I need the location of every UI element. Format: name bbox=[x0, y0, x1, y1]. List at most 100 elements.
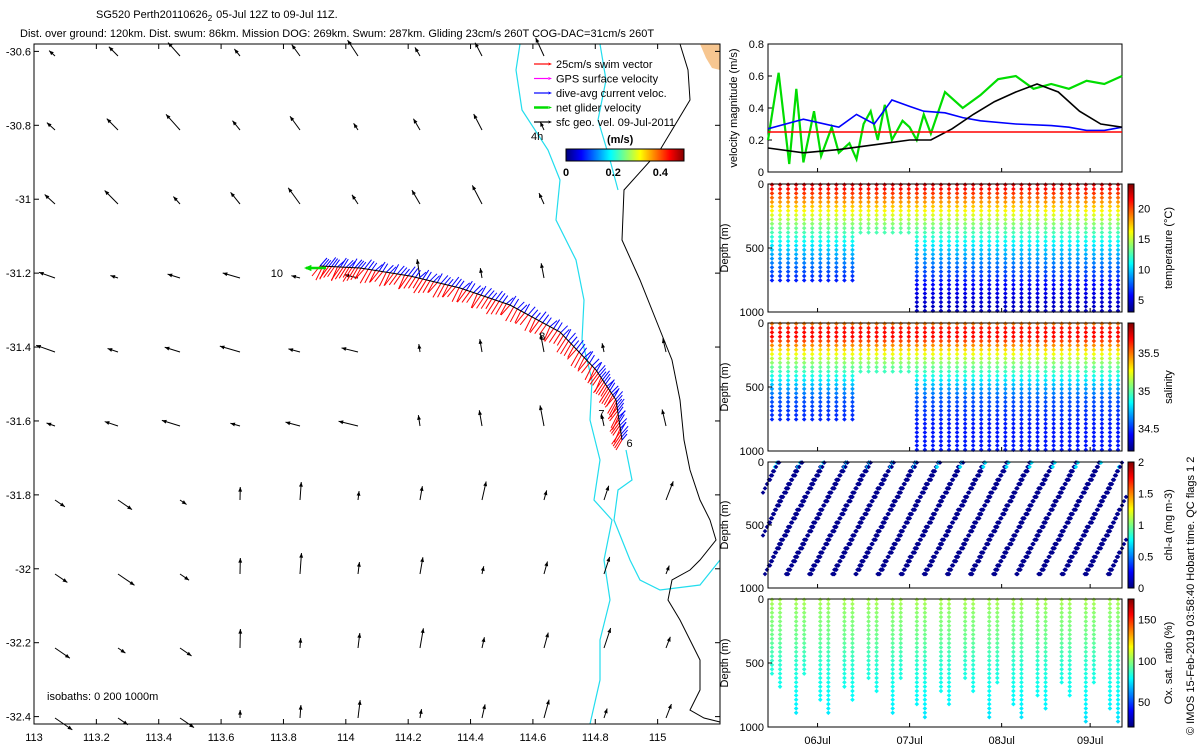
sfc-velocity-arrow bbox=[357, 700, 362, 719]
map-x-tick-label: 113 bbox=[25, 732, 43, 744]
depth-tick-label: 500 bbox=[746, 658, 764, 670]
sfc-velocity-arrow bbox=[413, 118, 421, 131]
sfc-velocity-arrow bbox=[417, 344, 422, 353]
colorbar-tick-label: 15 bbox=[1138, 234, 1150, 246]
sfc-velocity-arrow bbox=[38, 271, 56, 279]
legend-label: 25cm/s swim vector bbox=[556, 59, 653, 71]
track-line bbox=[319, 265, 623, 441]
colorbar-tick-label: 34.5 bbox=[1138, 423, 1159, 435]
sfc-velocity-arrow bbox=[539, 405, 545, 427]
track-day-label: 10 bbox=[271, 268, 283, 280]
label-4h: 4h bbox=[531, 131, 543, 143]
sfc-velocity-arrow bbox=[543, 490, 548, 501]
depth-tick-label: 1000 bbox=[740, 583, 764, 595]
map-y-tick-label: -32 bbox=[15, 564, 31, 576]
colorbar-tick-label: 0 bbox=[1138, 583, 1144, 595]
sfc-velocity-arrow bbox=[419, 486, 424, 501]
colorbar-label: salinity bbox=[1163, 370, 1175, 404]
sfc-velocity-arrow bbox=[107, 348, 119, 353]
sfc-velocity-arrow bbox=[179, 717, 195, 729]
map-frame bbox=[34, 44, 720, 724]
map-x-tick-label: 113.4 bbox=[145, 732, 172, 744]
sfc-velocity-arrow bbox=[351, 194, 359, 205]
velocity-y-tick-label: 0.8 bbox=[749, 39, 764, 51]
sfc-velocity-arrow bbox=[603, 485, 610, 501]
sfc-velocity-arrow bbox=[179, 573, 190, 581]
map-x-tick-label: 113.6 bbox=[208, 732, 235, 744]
depth-axis-label: Depth (m) bbox=[719, 501, 731, 550]
sfc-velocity-arrow bbox=[164, 346, 181, 353]
sfc-velocity-arrow bbox=[117, 647, 126, 654]
map-y-tick-label: -32.4 bbox=[6, 712, 31, 724]
sfc-velocity-arrow bbox=[117, 499, 133, 511]
sfc-velocity-arrow bbox=[299, 482, 303, 501]
legend-item: net glider velocity bbox=[534, 103, 641, 115]
sfc-velocity-arrow bbox=[603, 627, 612, 649]
sfc-velocity-arrow bbox=[539, 121, 545, 131]
map-y-tick-label: -32.2 bbox=[6, 638, 31, 650]
sfc-velocity-arrow bbox=[338, 420, 359, 427]
depth-tick-label: 0 bbox=[758, 594, 764, 606]
sfc-velocity-arrow bbox=[288, 348, 301, 353]
sfc-velocity-arrow bbox=[481, 637, 486, 649]
colorbar-tick-label: 1.5 bbox=[1138, 489, 1153, 501]
time-axis: 06Jul 07Jul 08Jul 09Jul bbox=[804, 168, 1103, 747]
depth-tick-label: 500 bbox=[746, 382, 764, 394]
track-day-label: 6 bbox=[626, 438, 632, 450]
map-y-tick-label: -31.4 bbox=[6, 342, 31, 354]
map-x-tick-label: 114 bbox=[337, 732, 355, 744]
colorbar-tick-label: 35 bbox=[1138, 386, 1150, 398]
sfc-velocity-arrow bbox=[603, 556, 611, 575]
colorbar-tick-label: 35.5 bbox=[1138, 348, 1159, 360]
dac-vectors bbox=[319, 257, 629, 441]
credit-text: © IMOS 15-Feb-2019 03:58:40 Hobart time.… bbox=[1185, 457, 1197, 735]
time-tick-label: 08Jul bbox=[988, 735, 1014, 747]
velocity-series-line bbox=[767, 99, 1123, 132]
sfc-velocity-arrow bbox=[104, 190, 119, 205]
science-panel: 0 500 1000 Depth (m) 50 100 150 Ox. sat. ratio … bbox=[719, 594, 1175, 734]
sfc-velocity-arrow bbox=[179, 499, 187, 505]
sfc-velocity-arrow bbox=[179, 647, 192, 657]
sfc-velocity-arrow bbox=[471, 185, 483, 205]
depth-tick-label: 1000 bbox=[740, 307, 764, 319]
isobath-note: isobaths: 0 200 1000m bbox=[47, 691, 158, 703]
sfc-velocity-arrow bbox=[117, 573, 135, 586]
sfc-velocity-arrow bbox=[287, 187, 301, 205]
coastline-0m bbox=[621, 43, 721, 723]
colorbar-tick-label: 0.5 bbox=[1138, 552, 1153, 564]
depth-tick-label: 1000 bbox=[740, 446, 764, 458]
science-panel: 0 500 1000 Depth (m) 0 0.5 1 1.5 2 chl-a (mg m-3) bbox=[719, 457, 1175, 595]
sfc-velocity-arrow bbox=[298, 637, 303, 649]
colorbar-tick-label: 150 bbox=[1138, 615, 1156, 627]
sfc-velocity-arrow bbox=[540, 263, 545, 279]
sfc-velocity-arrow bbox=[289, 115, 301, 131]
legend-label: GPS surface velocity bbox=[556, 74, 659, 86]
sfc-velocity-arrow bbox=[535, 37, 545, 57]
sfc-velocity-arrow bbox=[54, 499, 66, 508]
map-x-tick-label: 114.2 bbox=[395, 732, 422, 744]
velocity-y-tick-label: 0.4 bbox=[749, 103, 764, 115]
sfc-velocity-arrow bbox=[161, 419, 181, 427]
sfc-velocity-arrow bbox=[665, 565, 670, 575]
sfc-velocity-arrow bbox=[232, 120, 241, 131]
colorbar-tick-label: 0.4 bbox=[653, 167, 669, 179]
time-tick-label: 07Jul bbox=[896, 735, 922, 747]
sfc-velocity-arrow bbox=[298, 704, 303, 719]
track-day-labels: 10 8 7 6 bbox=[271, 268, 633, 450]
profile-points bbox=[769, 182, 1121, 314]
sfc-velocity-arrow bbox=[356, 562, 361, 575]
sfc-velocity-arrow bbox=[600, 414, 605, 427]
map-y-tick-label: -30.8 bbox=[6, 120, 31, 132]
legend: 25cm/s swim vector GPS surface velocity di… bbox=[534, 59, 685, 179]
sfc-velocity-arrow bbox=[543, 699, 550, 719]
sfc-velocity-arrow bbox=[543, 632, 549, 649]
sfc-velocity-arrow bbox=[233, 48, 241, 57]
isobath-200m-north bbox=[597, 43, 619, 191]
legend-item: 25cm/s swim vector bbox=[534, 59, 653, 71]
map-y-axis: -30.6 -30.8 -31 -31.2 -31.4 -31.6 -31.8 -32 -32.… bbox=[6, 46, 720, 724]
profile-points bbox=[760, 460, 1129, 577]
sfc-velocity-arrow bbox=[44, 194, 56, 205]
colorbar-tick-label: 20 bbox=[1138, 203, 1150, 215]
colorbar-tick-label: 0.2 bbox=[606, 167, 621, 179]
